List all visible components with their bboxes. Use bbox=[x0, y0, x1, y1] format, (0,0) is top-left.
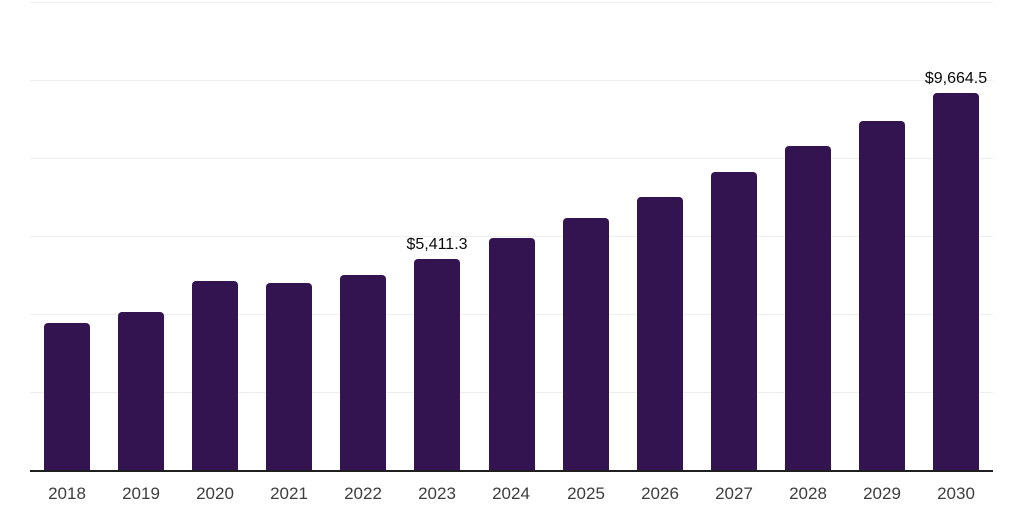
x-tick-2023: 2023 bbox=[418, 484, 456, 503]
x-tick-2022: 2022 bbox=[344, 484, 382, 503]
x-tick-2029: 2029 bbox=[863, 484, 901, 503]
x-tick-2030: 2030 bbox=[937, 484, 975, 503]
gridline-10000 bbox=[30, 80, 993, 81]
plot-area: $5,411.3 $9,664.5 bbox=[30, 2, 993, 472]
data-label-2030: $9,664.5 bbox=[924, 70, 988, 87]
x-axis-line bbox=[30, 470, 993, 472]
x-tick-2021: 2021 bbox=[270, 484, 308, 503]
bar-2030[interactable] bbox=[933, 93, 979, 470]
bar-2018[interactable] bbox=[44, 323, 90, 470]
bar-2020[interactable] bbox=[192, 281, 238, 470]
bar-2025[interactable] bbox=[563, 218, 609, 470]
x-tick-2020: 2020 bbox=[196, 484, 234, 503]
bar-2022[interactable] bbox=[340, 275, 386, 470]
x-tick-2024: 2024 bbox=[492, 484, 530, 503]
x-tick-2018: 2018 bbox=[48, 484, 86, 503]
x-tick-2026: 2026 bbox=[641, 484, 679, 503]
data-label-2023: $5,411.3 bbox=[406, 236, 468, 253]
gridline-12000 bbox=[30, 2, 993, 3]
gridline-8000 bbox=[30, 158, 993, 159]
bar-2021[interactable] bbox=[266, 283, 312, 470]
bar-2026[interactable] bbox=[637, 197, 683, 470]
x-tick-2019: 2019 bbox=[122, 484, 160, 503]
bar-2027[interactable] bbox=[711, 172, 757, 470]
x-tick-2027: 2027 bbox=[715, 484, 753, 503]
bar-2028[interactable] bbox=[785, 146, 831, 470]
x-tick-2025: 2025 bbox=[567, 484, 605, 503]
bar-2024[interactable] bbox=[489, 238, 535, 470]
bar-2029[interactable] bbox=[859, 121, 905, 470]
bar-2019[interactable] bbox=[118, 312, 164, 470]
gridline-6000 bbox=[30, 236, 993, 237]
x-tick-2028: 2028 bbox=[789, 484, 827, 503]
bar-2023[interactable] bbox=[414, 259, 460, 470]
